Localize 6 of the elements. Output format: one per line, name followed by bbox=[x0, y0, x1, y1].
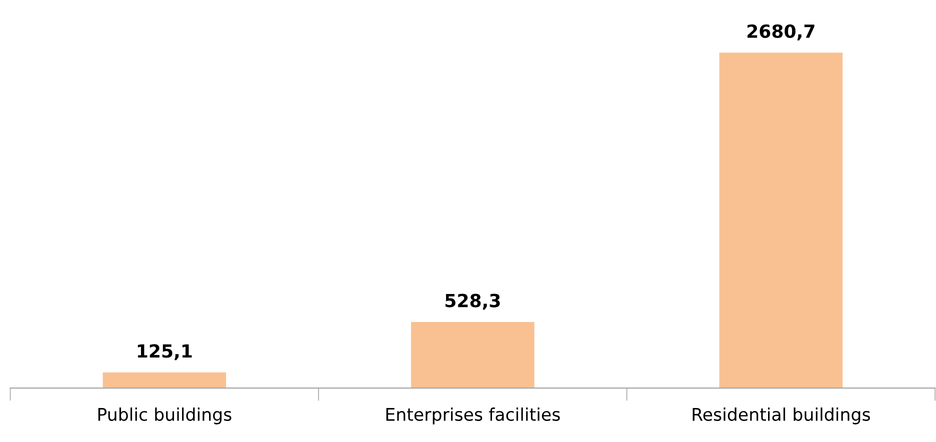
x-tick-label: Enterprises facilities bbox=[386, 408, 560, 424]
data-label: 2680,7 bbox=[748, 24, 814, 40]
data-label: 125,1 bbox=[138, 344, 192, 360]
x-tick-label: Residential buildings bbox=[692, 408, 870, 424]
x-tick-label: Public buildings bbox=[98, 408, 232, 424]
data-label: 528,3 bbox=[446, 294, 500, 310]
